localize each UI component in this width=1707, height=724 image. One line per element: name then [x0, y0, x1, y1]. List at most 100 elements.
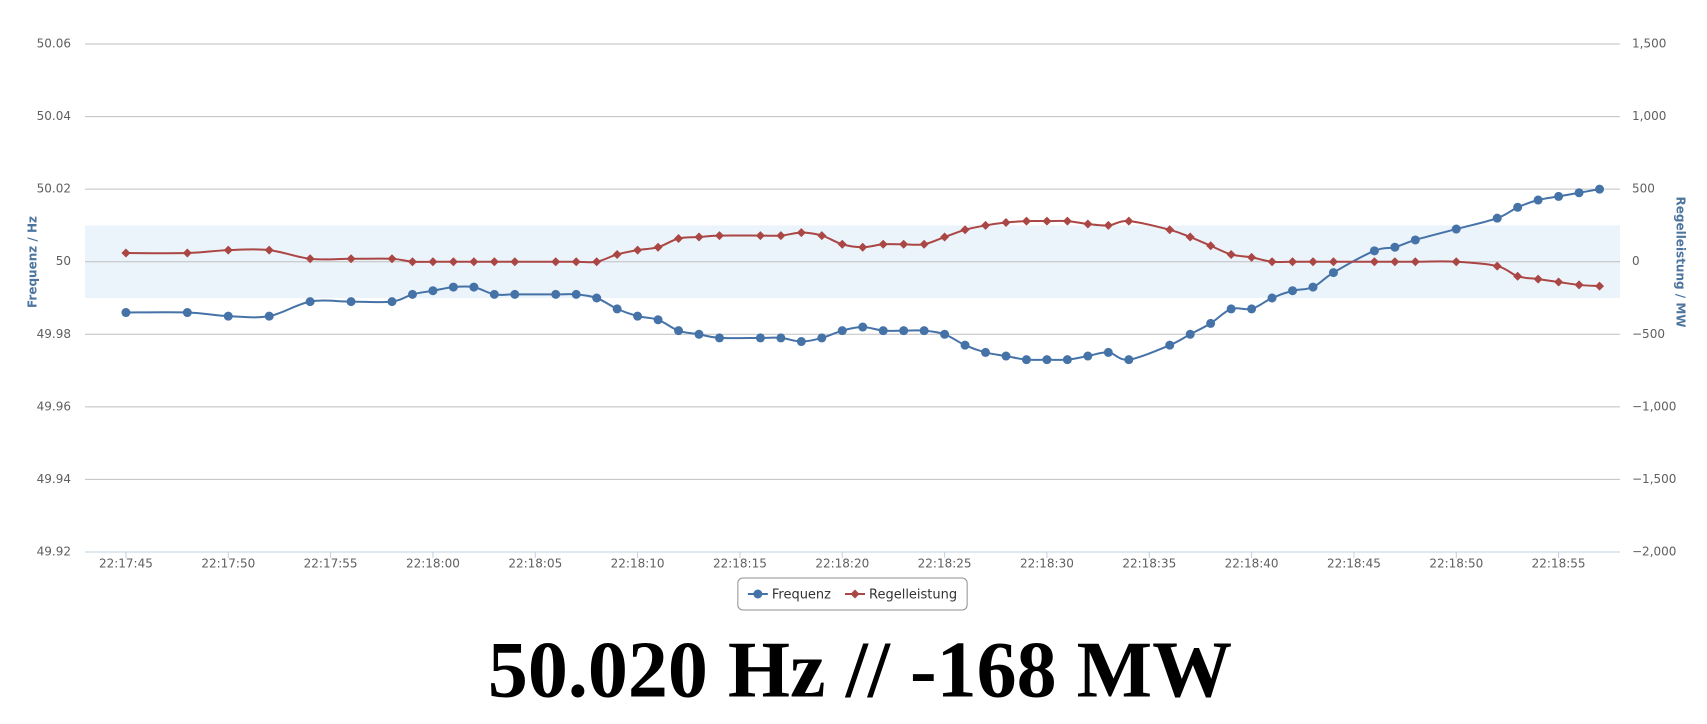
x-tick-label: 22:18:40: [1225, 557, 1279, 571]
data-point: [1206, 318, 1216, 328]
data-point: [694, 232, 704, 242]
data-point: [592, 257, 602, 267]
data-point: [714, 333, 724, 343]
data-point: [1451, 257, 1461, 267]
data-point: [1001, 218, 1011, 228]
x-tick-label: 22:18:20: [815, 557, 869, 571]
y-tick-label: 49.96: [37, 399, 71, 413]
data-point: [223, 311, 233, 321]
data-point: [182, 308, 192, 318]
data-point: [1226, 304, 1236, 314]
data-point: [878, 239, 888, 249]
data-point: [817, 231, 827, 241]
x-tick-label: 22:18:15: [713, 557, 767, 571]
x-tick-label: 22:18:10: [611, 557, 665, 571]
data-point: [858, 242, 868, 252]
data-point: [837, 326, 847, 336]
x-tick-label: 22:18:45: [1327, 557, 1381, 571]
data-point: [264, 245, 274, 255]
data-point: [1554, 191, 1564, 201]
data-point: [1247, 252, 1257, 262]
y2-axis-title: Regelleistung / MW: [1674, 196, 1688, 327]
data-point: [1369, 246, 1379, 256]
data-point: [1103, 220, 1113, 230]
data-point: [469, 257, 479, 267]
data-point: [1267, 257, 1277, 267]
data-point: [592, 293, 602, 303]
data-point: [1574, 280, 1584, 290]
data-point: [714, 231, 724, 241]
data-point: [919, 239, 929, 249]
data-point: [305, 254, 315, 264]
y-tick-label: 49.94: [37, 472, 71, 486]
x-tick-label: 22:18:05: [508, 557, 562, 571]
x-tick-label: 22:17:50: [201, 557, 255, 571]
x-tick-label: 22:18:30: [1020, 557, 1074, 571]
data-point: [1513, 202, 1523, 212]
legend-marker: [753, 589, 763, 599]
data-point: [121, 308, 131, 318]
data-point: [1267, 293, 1277, 303]
data-point: [448, 282, 458, 292]
data-point: [1390, 257, 1400, 267]
data-point: [612, 249, 622, 259]
legend-label: Frequenz: [772, 588, 831, 603]
y2-tick-label: 500: [1632, 182, 1655, 196]
data-point: [981, 347, 991, 357]
data-point: [469, 282, 479, 292]
data-point: [1410, 257, 1420, 267]
data-point: [1328, 257, 1338, 267]
data-point: [674, 326, 684, 336]
y-tick-label: 50: [56, 254, 71, 268]
y-tick-label: 50.04: [37, 109, 71, 123]
data-point: [1165, 225, 1175, 235]
data-point: [223, 245, 233, 255]
data-point: [1042, 355, 1052, 365]
data-point: [121, 248, 131, 258]
data-point: [428, 286, 438, 296]
data-point: [407, 289, 417, 299]
data-point: [899, 239, 909, 249]
data-point: [1288, 286, 1298, 296]
data-point: [182, 248, 192, 258]
data-point: [551, 257, 561, 267]
data-point: [796, 337, 806, 347]
data-point: [858, 322, 868, 332]
y-axis-title: Frequenz / Hz: [26, 216, 40, 308]
data-point: [510, 257, 520, 267]
data-point: [346, 297, 356, 307]
data-point: [1042, 216, 1052, 226]
y2-tick-label: −1,500: [1632, 472, 1676, 486]
data-point: [1062, 216, 1072, 226]
data-point: [1328, 268, 1338, 278]
data-point: [489, 257, 499, 267]
data-point: [1451, 224, 1461, 234]
data-point: [776, 333, 786, 343]
data-point: [653, 242, 663, 252]
data-point: [407, 257, 417, 267]
x-tick-label: 22:18:50: [1429, 557, 1483, 571]
data-point: [510, 289, 520, 299]
data-point: [612, 304, 622, 314]
data-point: [919, 326, 929, 336]
data-point: [694, 329, 704, 339]
data-point: [1533, 195, 1543, 205]
data-point: [633, 311, 643, 321]
data-point: [1369, 257, 1379, 267]
data-point: [1021, 355, 1031, 365]
y2-tick-label: −1,000: [1632, 399, 1676, 413]
chart-title: 50.020 Hz // -168 MW: [488, 626, 1232, 714]
data-point: [264, 311, 274, 321]
data-point: [1124, 355, 1134, 365]
data-point: [1124, 216, 1134, 226]
data-point: [878, 326, 888, 336]
x-tick-label: 22:18:55: [1532, 557, 1586, 571]
y2-tick-label: 1,000: [1632, 109, 1666, 123]
data-point: [653, 315, 663, 325]
data-point: [1062, 355, 1072, 365]
legend-marker: [850, 589, 860, 599]
legend: Frequenz Regelleistung: [737, 577, 968, 611]
data-point: [1103, 347, 1113, 357]
data-point: [1185, 232, 1195, 242]
data-point: [1083, 351, 1093, 361]
